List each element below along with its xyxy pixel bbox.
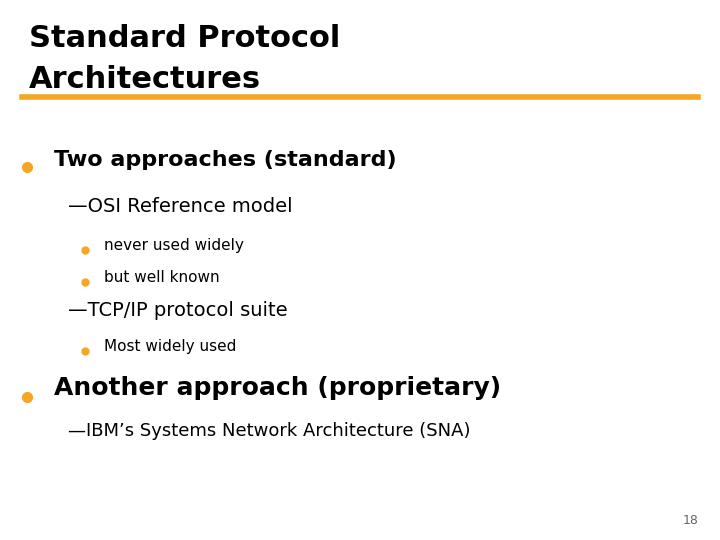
Text: but well known: but well known xyxy=(104,270,220,285)
Text: Standard Protocol: Standard Protocol xyxy=(29,24,340,53)
Text: Two approaches (standard): Two approaches (standard) xyxy=(54,150,397,170)
Text: —OSI Reference model: —OSI Reference model xyxy=(68,197,293,216)
Text: Another approach (proprietary): Another approach (proprietary) xyxy=(54,376,501,400)
Text: —IBM’s Systems Network Architecture (SNA): —IBM’s Systems Network Architecture (SNA… xyxy=(68,422,471,440)
Text: 18: 18 xyxy=(683,514,698,526)
Text: —TCP/IP protocol suite: —TCP/IP protocol suite xyxy=(68,301,288,320)
Text: never used widely: never used widely xyxy=(104,238,244,253)
Text: Architectures: Architectures xyxy=(29,65,261,94)
Text: Most widely used: Most widely used xyxy=(104,339,237,354)
